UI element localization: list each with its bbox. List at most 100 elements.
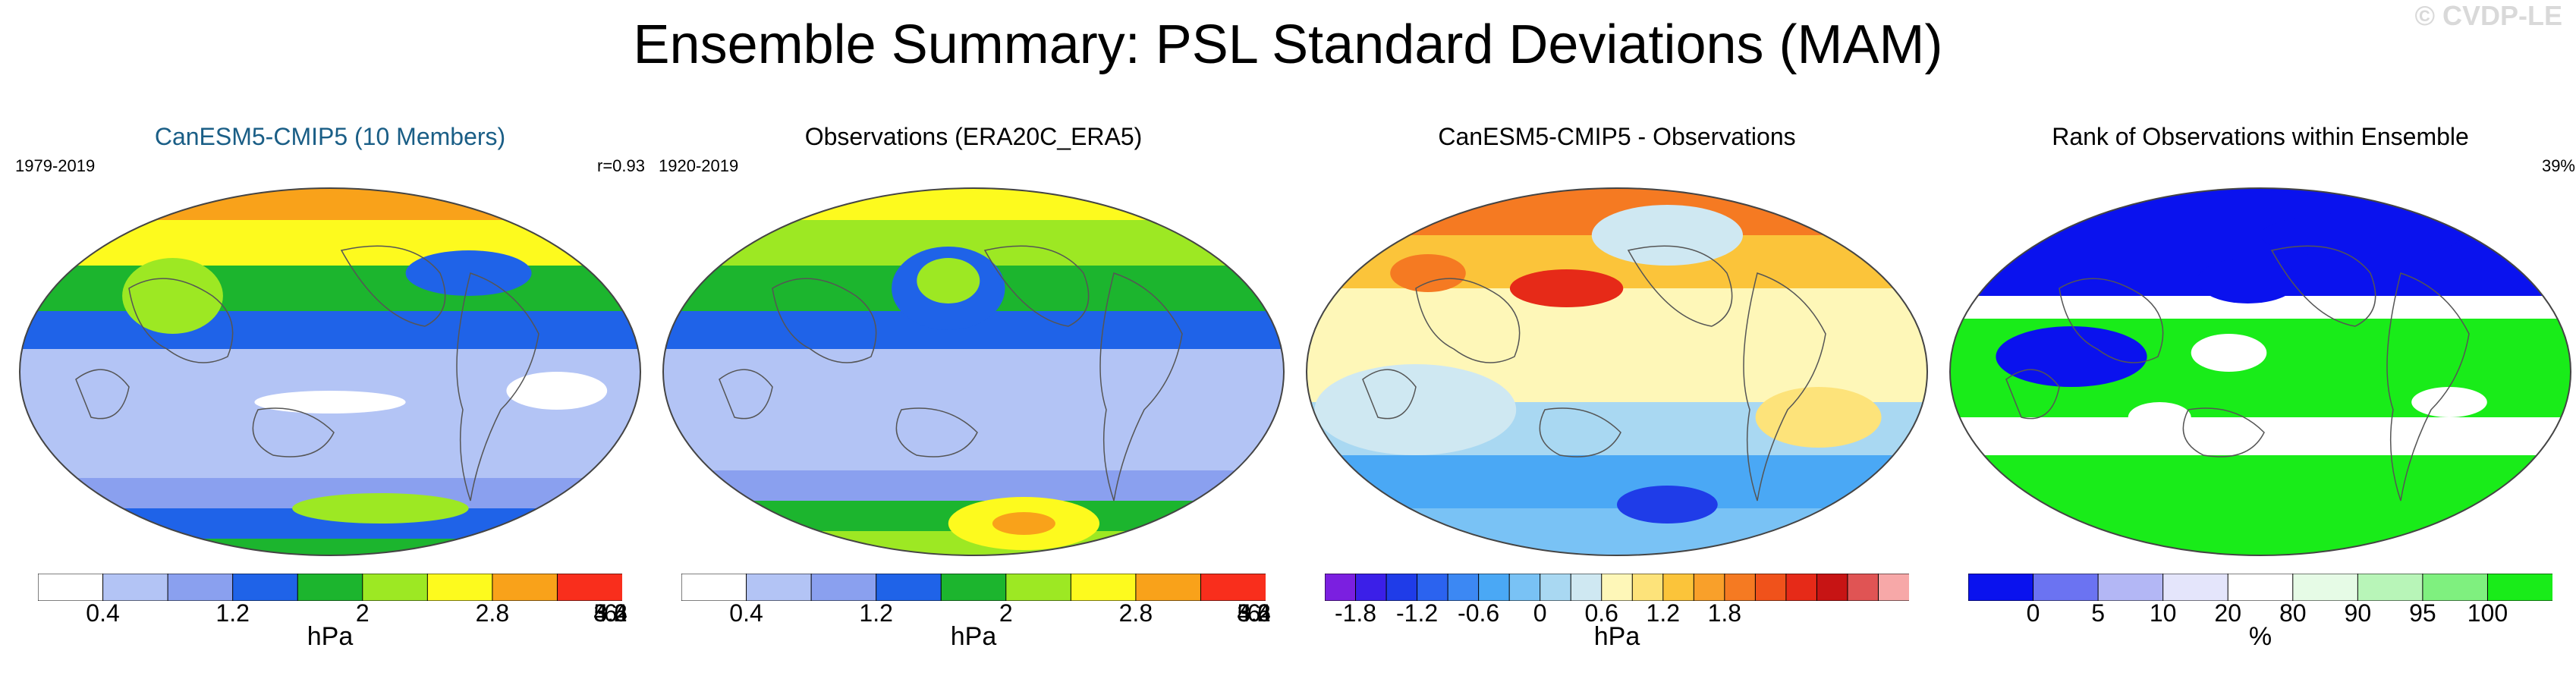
coastline	[1099, 272, 1183, 501]
colorbar-swatch	[810, 574, 877, 601]
map-field-feature	[1996, 326, 2147, 387]
main-title: Ensemble Summary: PSL Standard Deviation…	[633, 14, 1943, 75]
colorbar-tick-label: 0.6	[1584, 599, 1618, 627]
colorbar-tick-label: 100	[2467, 599, 2508, 627]
colorbar-swatch	[1816, 574, 1848, 601]
coastline	[895, 407, 978, 457]
colorbar-tick-label: 5	[2091, 599, 2106, 627]
colorbar-tick-label: 3.6	[1237, 599, 1271, 627]
colorbar	[681, 574, 1266, 601]
colorbar-tick-label: 6	[603, 599, 618, 627]
colorbar-swatch	[1877, 574, 1909, 601]
map-border	[1306, 187, 1928, 556]
map-globe	[19, 187, 641, 556]
colorbar-swatch	[1662, 574, 1695, 601]
map-field-band	[663, 470, 1284, 501]
watermark: © CVDP-LE	[2414, 0, 2562, 31]
map-globe	[1306, 187, 1928, 556]
map-field-feature	[992, 512, 1055, 535]
panel-title: Observations (ERA20C_ERA5)	[804, 123, 1143, 150]
panel-title: CanESM5-CMIP5 - Observations	[1438, 123, 1796, 150]
colorbar-swatch	[1724, 574, 1757, 601]
colorbar-tick-label: 0.4	[86, 599, 120, 627]
map-field-band	[20, 349, 640, 479]
map-field-feature	[1314, 364, 1517, 455]
coastline	[252, 407, 335, 457]
colorbar-swatch	[1417, 574, 1449, 601]
map-field-feature	[1755, 387, 1882, 448]
colorbar-swatch	[2486, 574, 2552, 601]
coastline	[983, 245, 1090, 327]
map-border	[1949, 187, 2571, 556]
colorbar-swatch	[1325, 574, 1357, 601]
map-field-feature	[292, 493, 469, 524]
colorbar-swatch	[232, 574, 299, 601]
colorbar-swatch	[1601, 574, 1634, 601]
panel-stat: 39%	[2541, 156, 2575, 175]
colorbar-swatch	[876, 574, 942, 601]
colorbar-tick-label: 1.8	[1707, 599, 1742, 627]
map-field-band	[1307, 455, 1927, 509]
colorbar-swatch	[1693, 574, 1725, 601]
coastline	[1415, 278, 1521, 363]
map-field-band	[663, 349, 1284, 471]
coastline	[2182, 407, 2265, 457]
map-field-band	[20, 539, 640, 555]
coastline	[1743, 272, 1826, 501]
colorbar-swatch	[492, 574, 558, 601]
colorbar-tick-label: 5.2	[593, 599, 627, 627]
coastline	[456, 272, 539, 501]
colorbar-swatch	[681, 574, 747, 601]
colorbar-swatch	[1005, 574, 1072, 601]
colorbar-swatch	[2162, 574, 2229, 601]
map-field-band	[1307, 288, 1927, 342]
coastline	[772, 278, 877, 363]
colorbar-swatch	[362, 574, 429, 601]
colorbar-swatch	[2097, 574, 2164, 601]
colorbar-swatch	[1508, 574, 1541, 601]
map-field-feature	[506, 372, 608, 410]
colorbar-swatch	[1785, 574, 1818, 601]
map-panel-3: CanESM5-CMIP5 - Observations -1.8 -1.2 -0.6…	[1302, 114, 1932, 675]
colorbar-swatch	[297, 574, 363, 601]
coastline	[1362, 369, 1417, 420]
coastline	[2386, 272, 2470, 501]
colorbar-swatch	[1968, 574, 2034, 601]
map-field-feature	[254, 391, 406, 413]
colorbar-tick-label: 5.2	[1237, 599, 1271, 627]
colorbar-tick-label: -1.2	[1396, 599, 1439, 627]
colorbar-swatch	[1754, 574, 1787, 601]
colorbar-swatch	[1386, 574, 1418, 601]
coastline	[1627, 245, 1733, 327]
colorbar-tick-label: 1.2	[1646, 599, 1681, 627]
colorbar-units: hPa	[950, 622, 997, 651]
colorbar-tick-label: 4.4	[1237, 599, 1271, 627]
colorbar-tick-label: 2.8	[475, 599, 510, 627]
colorbar-tick-label: 2	[999, 599, 1013, 627]
colorbar-swatch	[2227, 574, 2294, 601]
colorbar-tick-label: 2.8	[1118, 599, 1153, 627]
colorbar-tick-label: 2	[355, 599, 370, 627]
map-field-feature	[405, 250, 532, 296]
colorbar-swatch	[1570, 574, 1603, 601]
colorbar-swatch	[2033, 574, 2099, 601]
colorbar-tick-label: -1.8	[1334, 599, 1377, 627]
colorbar-tick-label: 1.2	[859, 599, 893, 627]
coastline	[719, 369, 773, 420]
coastline	[2059, 278, 2164, 363]
map-globe	[1949, 187, 2571, 556]
coastline	[2005, 369, 2060, 420]
colorbar-swatch	[1447, 574, 1480, 601]
coastline	[128, 278, 234, 363]
colorbar-tick-label: 80	[2279, 599, 2307, 627]
panel-title: CanESM5-CMIP5 (10 Members)	[154, 123, 506, 150]
colorbar-units: hPa	[1593, 622, 1640, 651]
colorbar-swatch	[1478, 574, 1511, 601]
colorbar-tick-label: 3.6	[593, 599, 627, 627]
colorbar-swatch	[1847, 574, 1879, 601]
colorbar	[38, 574, 622, 601]
map-field-feature	[2411, 387, 2487, 417]
colorbar-swatch	[102, 574, 169, 601]
colorbar	[1968, 574, 2552, 601]
colorbar-tick-label: 95	[2409, 599, 2436, 627]
